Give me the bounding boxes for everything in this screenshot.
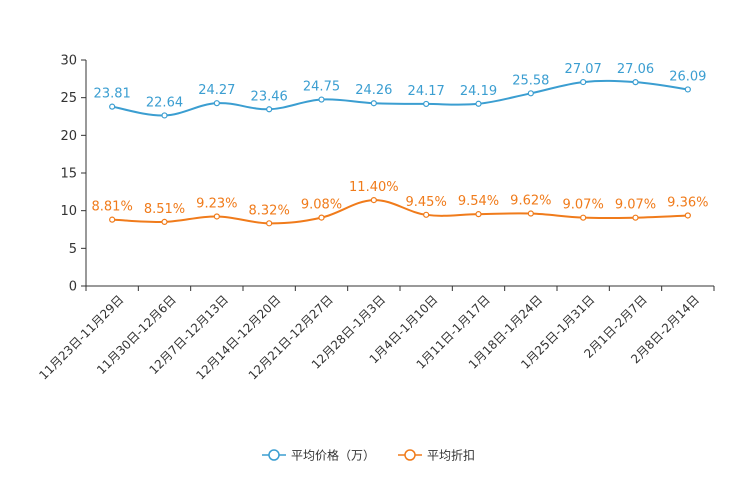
- avg-price-point[interactable]: [370, 100, 377, 107]
- avg-discount-point[interactable]: [109, 216, 116, 223]
- avg-price-point[interactable]: [475, 100, 482, 107]
- avg-price-data-label: 23.81: [94, 87, 131, 102]
- avg-discount-data-label: 9.08%: [301, 198, 342, 213]
- avg-discount-data-label: 9.07%: [563, 198, 604, 213]
- avg-price-point[interactable]: [213, 100, 220, 107]
- avg-price-data-label: 25.58: [512, 73, 549, 88]
- avg-discount-data-label: 9.07%: [615, 198, 656, 213]
- avg-price-data-label: 24.26: [355, 83, 392, 98]
- y-tick-label: 10: [60, 204, 77, 219]
- avg-discount-point[interactable]: [632, 214, 639, 221]
- avg-discount-data-label: 9.23%: [196, 196, 237, 211]
- avg-price-point[interactable]: [684, 86, 691, 93]
- avg-price-data-label: 26.09: [669, 69, 706, 84]
- avg-price-data-label: 27.06: [617, 62, 654, 77]
- legend: 平均价格（万） 平均折扣: [262, 448, 475, 463]
- avg-price-series-line: [111, 79, 688, 117]
- avg-price-point[interactable]: [632, 79, 639, 86]
- y-tick-label: 5: [69, 242, 77, 257]
- avg-discount-series-line: [112, 199, 688, 225]
- avg-price-data-label: 23.46: [251, 89, 288, 104]
- y-tick-label: 0: [69, 280, 77, 295]
- y-tick-label: 20: [60, 129, 77, 144]
- avg-discount-data-label: 8.32%: [249, 203, 290, 218]
- avg-price-point[interactable]: [318, 96, 325, 103]
- avg-discount-point[interactable]: [161, 218, 168, 225]
- avg-price-data-label: 24.17: [408, 84, 445, 99]
- avg-discount-legend-label[interactable]: 平均折扣: [427, 448, 475, 463]
- avg-price-point[interactable]: [266, 106, 273, 113]
- avg-discount-data-label: 8.81%: [92, 200, 133, 215]
- avg-discount-point[interactable]: [213, 213, 220, 220]
- y-tick-label: 25: [60, 91, 77, 106]
- avg-discount-point[interactable]: [266, 220, 273, 227]
- avg-price-data-label: 24.75: [303, 80, 340, 95]
- avg-discount-data-label: 9.36%: [667, 195, 708, 210]
- avg-discount-point[interactable]: [423, 211, 430, 218]
- avg-discount-legend-marker: [404, 449, 416, 461]
- avg-price-point[interactable]: [423, 100, 430, 108]
- y-tick-label: 15: [60, 167, 77, 182]
- avg-price-point[interactable]: [161, 112, 168, 119]
- avg-discount-point[interactable]: [318, 214, 325, 221]
- avg-price-point[interactable]: [109, 103, 116, 110]
- avg-price-point[interactable]: [527, 90, 534, 97]
- avg-price-point[interactable]: [580, 78, 587, 86]
- avg-discount-data-label: 8.51%: [144, 202, 185, 217]
- avg-discount-data-label: 9.45%: [406, 195, 447, 210]
- avg-discount-data-label: 9.62%: [510, 194, 551, 209]
- avg-discount-data-label: 9.54%: [458, 194, 499, 209]
- avg-discount-point[interactable]: [580, 214, 587, 221]
- avg-discount-point[interactable]: [370, 197, 377, 204]
- y-tick-label: 30: [60, 54, 77, 69]
- x-category-label: 11月23日-11月29日: [36, 292, 126, 382]
- avg-price-data-label: 24.27: [198, 83, 235, 98]
- avg-discount-data-label: 11.40%: [349, 180, 399, 195]
- avg-price-legend-label[interactable]: 平均价格（万）: [291, 448, 375, 463]
- avg-price-legend-marker: [268, 449, 280, 461]
- avg-price-data-label: 24.19: [460, 84, 497, 99]
- avg-price-data-label: 27.07: [565, 62, 602, 77]
- avg-discount-point[interactable]: [475, 211, 482, 218]
- avg-price-data-label: 22.64: [146, 95, 183, 110]
- avg-discount-point[interactable]: [684, 212, 691, 219]
- avg-discount-point[interactable]: [527, 210, 534, 217]
